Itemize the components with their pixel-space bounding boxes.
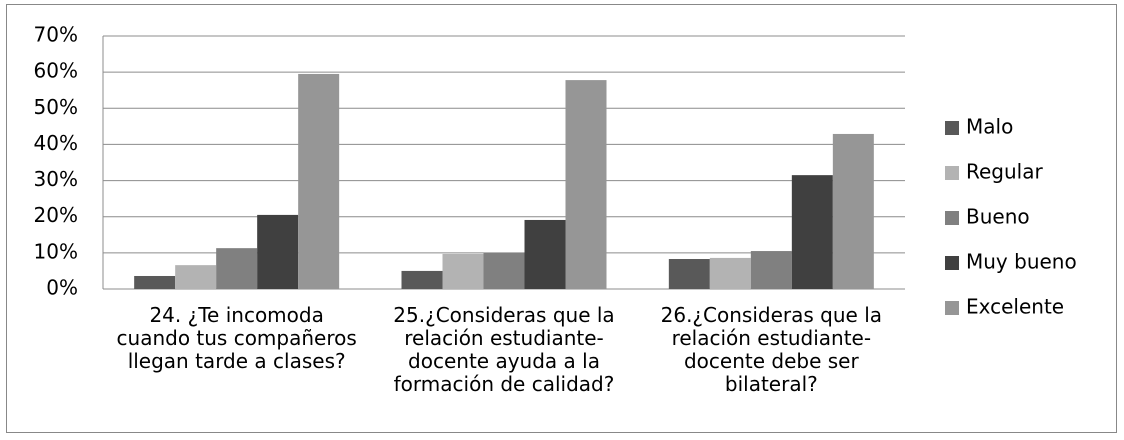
bar: [483, 252, 525, 289]
legend-swatch: [945, 211, 959, 225]
legend-swatch: [945, 166, 959, 180]
bar: [442, 253, 484, 289]
bar: [401, 270, 443, 289]
bar: [709, 257, 751, 289]
x-tick-label: 26.¿Consideras que la relación estudiant…: [660, 303, 883, 396]
legend-label: Bueno: [966, 205, 1030, 229]
legend-label: Malo: [966, 115, 1013, 139]
chart-border: [6, 4, 1117, 433]
bar: [750, 251, 792, 289]
legend-label: Muy bueno: [966, 250, 1077, 274]
y-tick-label: 40%: [34, 131, 78, 155]
x-tick-label: 24. ¿Te incomoda cuando tus compañeros l…: [116, 303, 357, 373]
y-tick-label: 10%: [34, 239, 78, 263]
bar: [791, 175, 833, 289]
bar: [257, 214, 299, 289]
x-tick-label: 25.¿Consideras que la relación estudiant…: [393, 303, 615, 396]
y-tick-label: 30%: [34, 167, 78, 191]
bar: [668, 259, 710, 289]
y-tick-label: 70%: [34, 23, 78, 47]
legend-swatch: [945, 301, 959, 315]
bar: [216, 248, 258, 289]
legend-label: Excelente: [966, 295, 1064, 319]
legend-swatch: [945, 256, 959, 270]
bar: [832, 133, 874, 289]
y-tick-label: 50%: [34, 95, 78, 119]
y-tick-label: 60%: [34, 59, 78, 83]
bar: [298, 73, 340, 289]
bar: [565, 80, 607, 289]
y-tick-label: 20%: [34, 203, 78, 227]
y-tick-label: 0%: [46, 276, 78, 300]
legend-swatch: [945, 121, 959, 135]
legend-label: Regular: [966, 160, 1043, 184]
bar: [175, 265, 217, 289]
bar: [134, 275, 176, 289]
bar: [524, 219, 566, 289]
